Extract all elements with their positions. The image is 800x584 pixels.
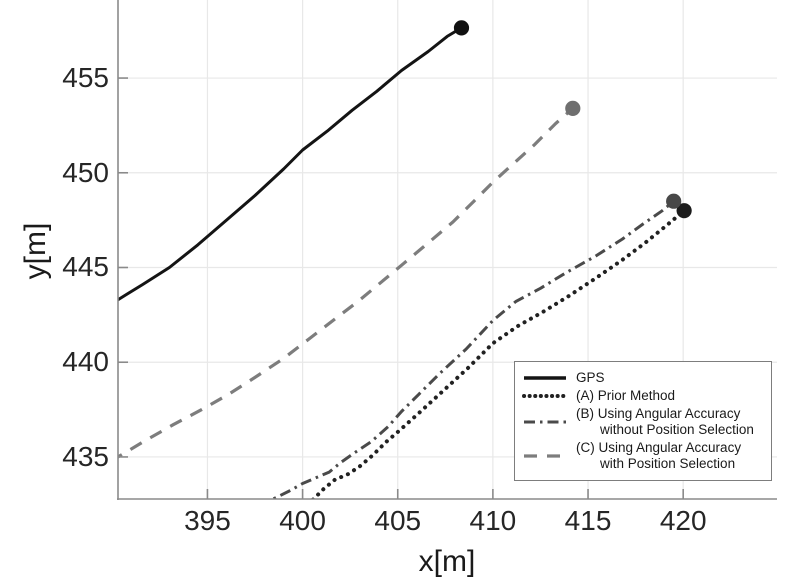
x-tick-label-415: 415 [564,505,612,536]
legend-entry-method-b: (B) Using Angular Accuracy without Positi… [522,406,764,438]
x-tick-label-410: 410 [469,505,517,536]
series-method-a-line [310,208,687,499]
endpoint-marker-method-c [565,100,581,116]
x-tick-label-420: 420 [659,505,707,536]
endpoint-marker-method-b [666,193,682,209]
x-tick-label-395: 395 [184,505,231,536]
legend-sample-gps [524,376,566,380]
legend-label-method-b: (B) Using Angular Accuracy without Positi… [576,406,754,437]
legend-sample-method-c [524,454,566,458]
y-tick-label-450: 450 [62,156,109,188]
endpoint-marker-gps [453,20,470,36]
y-axis-label: y[m] [19,222,52,280]
series-method-c-line [118,107,574,459]
legend-sample-method-a [522,394,568,398]
series-group [118,26,687,499]
y-tick-label-455: 455 [62,62,109,94]
series-method-b-line [270,200,675,499]
legend-entry-method-c: (C) Using Angular Accuracy with Position … [522,440,764,472]
legend: GPS (A) Prior Method (B) Using Angular Acc… [514,361,772,481]
x-tick-label-405: 405 [374,505,422,536]
legend-label-method-a: (A) Prior Method [576,388,676,403]
series-gps-line [118,26,463,302]
endpoint-marker-method-a [676,203,692,219]
x-axis-label: x[m] [418,545,476,578]
y-tick-label-445: 445 [62,251,109,283]
legend-sample-method-b [524,420,566,424]
y-tick-label-440: 440 [62,346,109,378]
legend-entry-method-a: (A) Prior Method [522,388,764,404]
y-tick-label-435: 435 [62,440,109,472]
x-tick-label-400: 400 [279,505,326,536]
legend-entry-gps: GPS [522,370,764,386]
legend-label-gps: GPS [576,370,605,385]
legend-label-method-c: (C) Using Angular Accuracy with Position … [576,440,742,471]
